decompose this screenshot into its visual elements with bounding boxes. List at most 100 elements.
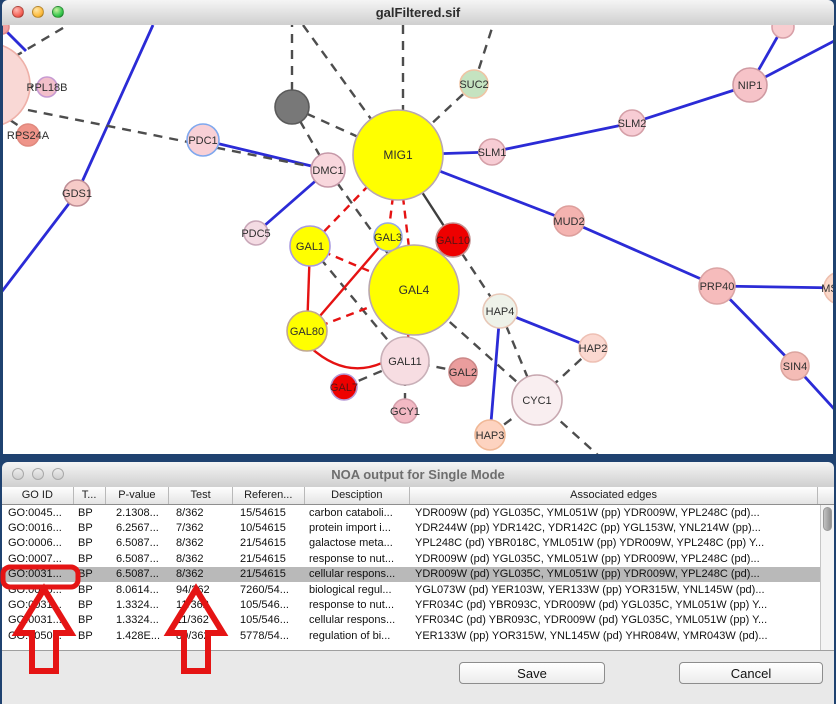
network-node-GAL80[interactable] bbox=[286, 310, 328, 352]
cell-reference: 5778/54... bbox=[240, 629, 289, 642]
cancel-button[interactable]: Cancel bbox=[679, 662, 823, 684]
minimize-button-icon[interactable] bbox=[32, 468, 44, 480]
cell-description: cellular respons... bbox=[309, 568, 396, 581]
zoom-button-icon[interactable] bbox=[52, 468, 64, 480]
network-node-GAL3[interactable] bbox=[373, 222, 403, 252]
close-button-icon[interactable] bbox=[12, 6, 24, 18]
network-node-MIG1[interactable] bbox=[352, 109, 444, 201]
results-table-header: GO ID T... P-value Test Referen... Desciption… bbox=[2, 487, 834, 505]
column-header-test[interactable]: Test bbox=[169, 487, 233, 504]
cell-associated-edges: YER133W (pp) YOR315W, YNL145W (pd) YHR08… bbox=[415, 629, 768, 642]
cell-p-value: 1.3324... bbox=[116, 599, 159, 612]
table-row[interactable]: GO:0006... BP 6.5087... 8/362 21/54615 galact… bbox=[2, 536, 820, 551]
column-header-go-id[interactable]: GO ID bbox=[2, 487, 74, 504]
network-node-MSI[interactable] bbox=[823, 272, 833, 304]
node-label-RPS24A: RPS24A bbox=[7, 130, 50, 142]
node-label-SUC2: SUC2 bbox=[459, 79, 488, 91]
cell-associated-edges: YDR244W (pp) YDR142C, YDR142C (pp) YGL15… bbox=[415, 522, 761, 535]
cell-p-value: 6.5087... bbox=[116, 537, 159, 550]
network-node-SLM2[interactable] bbox=[618, 109, 646, 137]
column-header-reference[interactable]: Referen... bbox=[233, 487, 305, 504]
network-node-GDS1[interactable] bbox=[63, 179, 91, 207]
node-label-SLM1: SLM1 bbox=[478, 147, 507, 159]
results-table: GO:0045... BP 2.1308... 8/362 15/54615 carbon… bbox=[2, 505, 820, 650]
table-row[interactable]: GO:0031... BP 6.5087... 8/362 21/54615 cellul… bbox=[2, 566, 820, 582]
network-node-grey[interactable] bbox=[274, 89, 310, 125]
network-node-HAP4[interactable] bbox=[482, 293, 518, 329]
column-header-p-value[interactable]: P-value bbox=[106, 487, 170, 504]
zoom-button-icon[interactable] bbox=[52, 6, 64, 18]
network-node-GAL1[interactable] bbox=[289, 225, 331, 267]
network-node-DMC1[interactable] bbox=[310, 152, 346, 188]
table-row[interactable]: GO:0065... BP 8.0614... 94/362 7260/54... bio… bbox=[2, 582, 820, 597]
table-row[interactable]: GO:0031... BP 1.3324... 11/362 105/546... cel… bbox=[2, 613, 820, 628]
node-label-GAL11: GAL11 bbox=[388, 356, 421, 368]
network-node-SIN4[interactable] bbox=[780, 351, 810, 381]
cell-reference: 7260/54... bbox=[240, 583, 289, 596]
cell-description: cellular respons... bbox=[309, 614, 396, 627]
network-node-GAL10[interactable] bbox=[435, 222, 471, 258]
scrollbar-thumb[interactable] bbox=[823, 507, 832, 531]
network-graph[interactable]: RPL18B RPS24A GDS1 PDC1 MIG1 SUC2 SLM1 SLM2 NIP1… bbox=[3, 25, 833, 454]
network-edge-dash bbox=[290, 106, 330, 171]
column-header-associated-edges[interactable]: Associated edges bbox=[410, 487, 819, 504]
network-canvas[interactable] bbox=[3, 25, 833, 454]
network-node-SLM1[interactable] bbox=[478, 138, 506, 166]
column-header-filler bbox=[818, 487, 834, 504]
network-node-top-right[interactable] bbox=[771, 25, 795, 39]
node-label-GDS1: GDS1 bbox=[62, 188, 92, 200]
node-label-RPL18B: RPL18B bbox=[27, 82, 68, 94]
cell-go-id: GO:0016... bbox=[8, 522, 62, 535]
table-row[interactable]: GO:0007... BP 6.5087... 8/362 21/54615 respon… bbox=[2, 551, 820, 566]
network-node-GAL11[interactable] bbox=[380, 336, 430, 386]
network-window-titlebar[interactable]: galFiltered.sif bbox=[2, 0, 834, 26]
network-node-RPL18B[interactable] bbox=[36, 76, 58, 98]
table-row[interactable]: GO:0016... BP 6.2567... 7/362 10/54615 protei… bbox=[2, 520, 820, 535]
node-label-GAL2: GAL2 bbox=[449, 367, 477, 379]
minimize-button-icon[interactable] bbox=[32, 6, 44, 18]
cell-associated-edges: YFR034C (pd) YBR093C, YDR009W (pd) YGL03… bbox=[415, 614, 768, 627]
save-button[interactable]: Save bbox=[459, 662, 605, 684]
cell-description: galactose meta... bbox=[309, 537, 393, 550]
cell-type: BP bbox=[78, 552, 93, 565]
table-row[interactable]: GO:0031... BP 1.3324... 11/362 105/546... res… bbox=[2, 597, 820, 612]
column-header-type[interactable]: T... bbox=[74, 487, 106, 504]
table-row[interactable]: GO:0050... BP 1.428E... 80/362 5778/54... reg… bbox=[2, 628, 820, 643]
cell-type: BP bbox=[78, 614, 93, 627]
network-node-PDC5[interactable] bbox=[243, 220, 269, 246]
cell-p-value: 6.5087... bbox=[116, 552, 159, 565]
network-node-CYC1[interactable] bbox=[511, 374, 563, 426]
node-label-PRP40: PRP40 bbox=[700, 281, 735, 293]
network-node-GCY1[interactable] bbox=[392, 398, 418, 424]
network-node-GAL4[interactable] bbox=[368, 244, 460, 336]
network-edge-dash bbox=[13, 25, 69, 59]
network-node-GAL7[interactable] bbox=[330, 373, 358, 401]
network-node-SUC2[interactable] bbox=[459, 69, 489, 99]
network-node-RPS24A[interactable] bbox=[16, 123, 40, 147]
network-node-HAP3[interactable] bbox=[474, 419, 506, 451]
vertical-scrollbar[interactable] bbox=[820, 505, 834, 650]
cell-test: 8/362 bbox=[176, 537, 204, 550]
cell-test: 11/362 bbox=[176, 614, 209, 627]
network-node-MUD2[interactable] bbox=[553, 205, 585, 237]
cell-associated-edges: YDR009W (pd) YGL035C, YML051W (pp) YDR00… bbox=[415, 506, 760, 519]
cell-type: BP bbox=[78, 537, 93, 550]
network-node-big-left[interactable] bbox=[3, 43, 31, 127]
column-header-description[interactable]: Desciption bbox=[305, 487, 411, 504]
network-node-PDC1[interactable] bbox=[186, 123, 220, 157]
network-edge-dash bbox=[9, 119, 23, 129]
network-node-HAP2[interactable] bbox=[578, 333, 608, 363]
table-row[interactable]: GO:0045... BP 2.1308... 8/362 15/54615 carbon… bbox=[2, 505, 820, 520]
network-edge-dash bbox=[413, 289, 538, 401]
network-node-PRP40[interactable] bbox=[698, 267, 736, 305]
network-edge-blue bbox=[488, 310, 502, 436]
network-node-corner[interactable] bbox=[3, 25, 10, 35]
noa-window-titlebar[interactable]: NOA output for Single Mode bbox=[2, 462, 834, 488]
cell-p-value: 6.5087... bbox=[116, 568, 159, 581]
network-node-NIP1[interactable] bbox=[732, 67, 768, 103]
close-button-icon[interactable] bbox=[12, 468, 24, 480]
cell-test: 8/362 bbox=[176, 552, 204, 565]
cell-type: BP bbox=[78, 583, 93, 596]
node-label-CYC1: CYC1 bbox=[522, 395, 551, 407]
network-node-GAL2[interactable] bbox=[448, 357, 478, 387]
